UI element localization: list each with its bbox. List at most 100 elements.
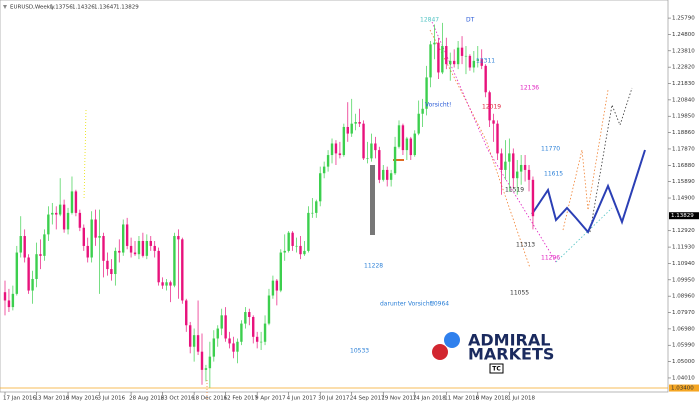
annotation: 12019 — [482, 104, 501, 111]
annotation: 10964 — [430, 301, 449, 308]
candle-body — [122, 224, 125, 253]
candle-body — [55, 212, 58, 215]
x-tick-label: 23 Oct 2016 — [161, 396, 196, 402]
candle-body — [35, 254, 38, 279]
x-tick-label: 4 Jun 2017 — [287, 396, 317, 402]
candle-body — [417, 113, 420, 134]
candle-body — [236, 341, 239, 352]
y-tick-label: 1.20840 — [672, 97, 695, 103]
header: EURUSD,Weekly 1.13756 1.14326 1.13647 1.… — [3, 5, 139, 11]
candle-body — [279, 252, 282, 291]
candle-body — [504, 161, 507, 170]
y-tick-label: 1.04010 — [672, 375, 695, 381]
candle-body — [295, 245, 298, 247]
x-tick-label: 28 Aug 2016 — [129, 396, 165, 402]
candle-body — [437, 42, 440, 73]
candle-body — [216, 328, 219, 339]
header-high: 1.14326 — [72, 5, 95, 11]
y-tick-label: 1.18860 — [672, 130, 695, 136]
candle-body — [169, 282, 172, 286]
candle-body — [354, 122, 357, 124]
candle-body — [177, 236, 180, 240]
y-tick-label: 1.19850 — [672, 114, 695, 120]
candle-body — [129, 245, 133, 253]
annotation: 11228 — [364, 263, 383, 270]
candle-body — [118, 250, 121, 253]
y-tick-label: 1.16880 — [672, 163, 695, 169]
candle-body — [346, 126, 349, 134]
logo-dot — [432, 344, 448, 360]
logo-dot — [444, 332, 460, 348]
header-low: 1.13647 — [94, 5, 117, 11]
candle-body — [508, 153, 511, 162]
candle-body — [468, 55, 472, 68]
candle-body — [271, 280, 275, 296]
candle-body — [23, 236, 26, 258]
candle-body — [78, 212, 82, 228]
candle-body — [212, 338, 216, 357]
candle-body — [39, 254, 42, 256]
candle-body — [362, 123, 365, 159]
candle-body — [480, 59, 483, 66]
candle-body — [90, 219, 93, 258]
y-tick-label: 1.17870 — [672, 146, 695, 152]
candle-body — [303, 250, 306, 255]
candle-body — [173, 236, 176, 286]
candle-body — [188, 325, 192, 347]
annotations: 12847 DT 12311 12136 Vorsicht! 12019 117… — [350, 17, 563, 355]
logo-text: MARKETS — [468, 345, 554, 364]
candle-body — [11, 293, 15, 308]
candle-body — [472, 60, 476, 68]
candle-body — [311, 212, 314, 214]
candle-body — [283, 250, 286, 253]
projections — [83, 21, 646, 400]
candle-body — [287, 232, 290, 251]
candle-body — [267, 295, 271, 324]
annotation: 11770 — [541, 146, 560, 153]
x-tick-label: 8 May 2016 — [66, 396, 99, 402]
candle-body — [496, 123, 499, 154]
candle-body — [86, 245, 89, 258]
candle-body — [62, 204, 66, 230]
candle-body — [244, 312, 247, 324]
candle-body — [370, 143, 373, 159]
candle-body — [476, 59, 479, 61]
dotted-line — [431, 21, 557, 263]
candle-body — [114, 250, 117, 275]
candle-body — [125, 224, 129, 246]
dotted-line — [562, 89, 609, 231]
annotation: 11519 — [505, 187, 524, 194]
candle-body — [441, 46, 444, 73]
symbol: EURUSD,Weekly — [10, 5, 55, 11]
x-tick-label: 24 Sep 2017 — [350, 396, 385, 402]
last-price-label: 1.13829 — [671, 213, 694, 219]
y-tick-label: 1.21830 — [672, 81, 695, 87]
candle-body — [204, 368, 208, 370]
x-tick-label: 13 Mar 2016 — [35, 396, 70, 402]
candle-body — [488, 92, 491, 121]
candle-body — [452, 60, 456, 65]
candle-body — [240, 323, 243, 342]
candle-body — [456, 47, 460, 65]
candle-body — [47, 214, 50, 235]
candle-body — [334, 143, 338, 154]
candle-body — [43, 234, 46, 256]
candle-body — [342, 126, 346, 156]
candle-body — [519, 164, 523, 172]
annotation: 11615 — [544, 171, 563, 178]
candle-body — [82, 227, 85, 246]
candle-body — [31, 278, 34, 291]
annotation: DT — [466, 17, 475, 24]
x-tick-label: 19 Nov 2017 — [381, 396, 417, 402]
annotation: 12136 — [520, 85, 539, 92]
logo: ADMIRAL MARKETS TC — [432, 331, 554, 374]
dotted-line — [589, 87, 633, 233]
candle-body — [224, 315, 227, 339]
candle-body — [421, 108, 424, 114]
candle-body — [255, 336, 259, 342]
candle-body — [252, 316, 255, 337]
candle-body — [531, 179, 535, 217]
candle-body — [429, 44, 432, 78]
candle-body — [27, 257, 30, 291]
